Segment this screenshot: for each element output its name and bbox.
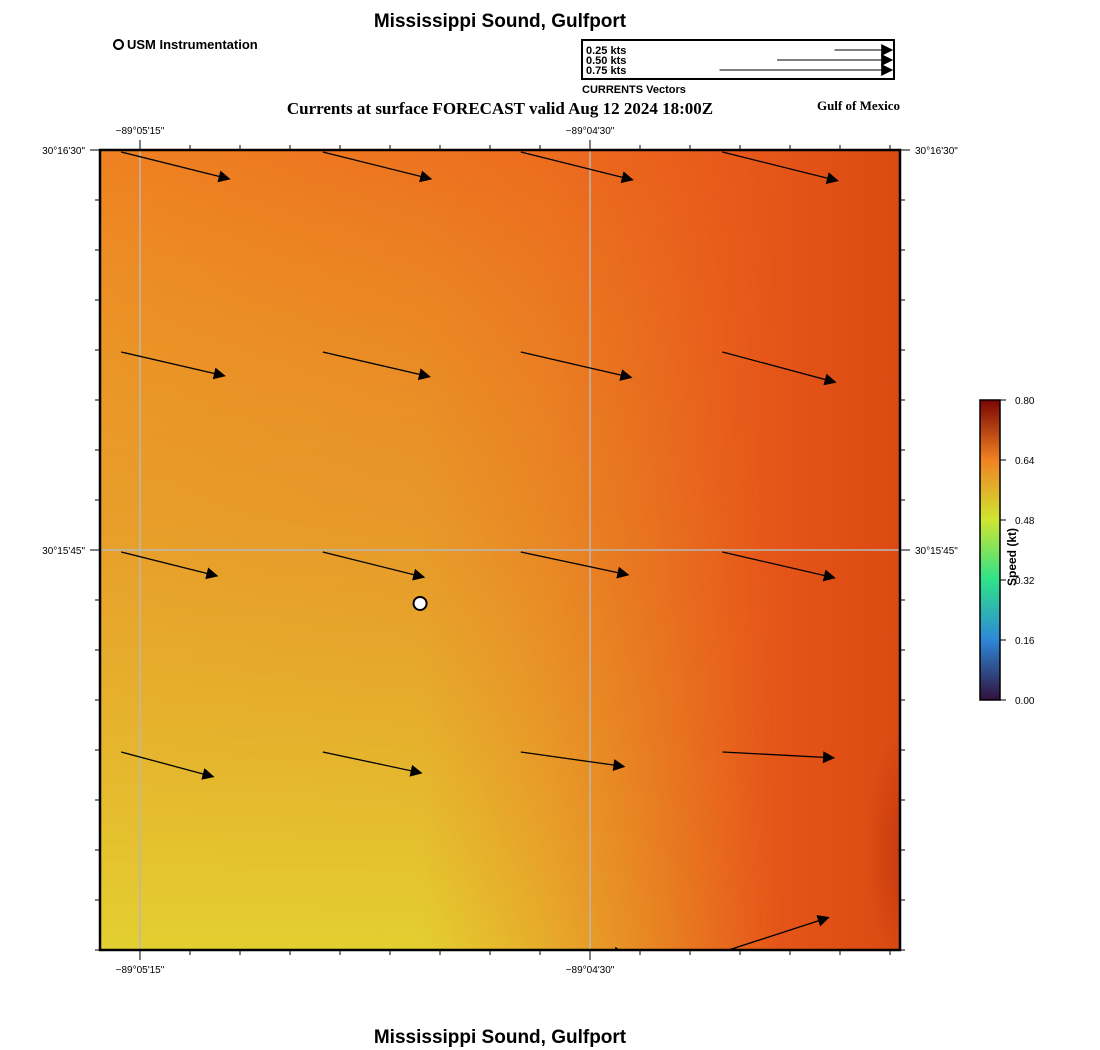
colorbar-tick-label: 0.80 [1015, 396, 1035, 407]
colorbar: 0.00 0.16 0.32 0.48 0.64 0.80 [979, 396, 1035, 707]
lat-label-left: 30°15'45" [42, 546, 85, 557]
usm-instrumentation-marker[interactable] [412, 595, 428, 611]
lon-label-bottom: −89°05'15" [116, 965, 165, 976]
current-vector-arrow [722, 551, 836, 582]
lat-label-right: 30°16'30" [915, 146, 958, 157]
current-vector-arrow [520, 551, 630, 579]
colorbar-tick-label: 0.00 [1015, 696, 1035, 707]
current-vector-arrow [121, 151, 231, 183]
current-vector-arrow [520, 151, 634, 184]
current-vector-arrow [613, 946, 627, 950]
vector-legend-label: 0.25 kts [586, 45, 626, 57]
colorbar-tick-label: 0.32 [1015, 576, 1035, 587]
marker-legend: USM Instrumentation [113, 37, 258, 52]
current-vector-arrow [520, 351, 633, 381]
region-label: Gulf of Mexico [816, 98, 900, 113]
lon-label-top: −89°05'15" [116, 126, 165, 137]
current-vectors [120, 151, 839, 950]
lat-label-right: 30°15'45" [915, 546, 958, 557]
current-vector-arrow [322, 151, 433, 183]
lat-label-left: 30°16'30" [42, 146, 85, 157]
current-vector-arrow [121, 551, 219, 580]
current-vector-arrow [520, 751, 626, 771]
colorbar-label: Speed (kt) [1005, 528, 1019, 587]
speed-field [100, 150, 900, 950]
current-vector-arrow [120, 751, 215, 780]
vector-legend-label: 0.75 kts [586, 65, 626, 77]
current-vector-arrow [121, 351, 226, 380]
circle-marker-icon [113, 39, 124, 50]
forecast-subtitle: Currents at surface FORECAST valid Aug 1… [286, 99, 714, 118]
lon-label-top: −89°04'30" [566, 126, 615, 137]
map-title: Mississippi Sound, Gulfport [373, 11, 627, 32]
vector-legend-label: 0.50 kts [586, 55, 626, 67]
colorbar-tick-label: 0.48 [1015, 516, 1035, 527]
footer-title: Mississippi Sound, Gulfport [373, 1027, 627, 1048]
current-vector-arrow [322, 751, 423, 777]
current-vector-arrow [722, 351, 837, 386]
current-vector-arrow [322, 351, 431, 381]
colorbar-ramp [979, 399, 1001, 701]
lon-label-bottom: −89°04'30" [566, 965, 615, 976]
colorbar-tick-label: 0.16 [1015, 636, 1035, 647]
current-vector-arrow [722, 151, 839, 184]
axis-labels: −89°05'15" −89°05'15" −89°04'30" −89°04'30"… [42, 126, 958, 976]
marker-legend-label: USM Instrumentation [127, 37, 258, 52]
vector-legend-caption: CURRENTS Vectors [582, 84, 686, 96]
current-vector-arrow [722, 751, 836, 764]
colorbar-tick-label: 0.64 [1015, 456, 1035, 467]
current-vector-arrow [726, 915, 830, 950]
current-vector-arrow [322, 551, 426, 581]
